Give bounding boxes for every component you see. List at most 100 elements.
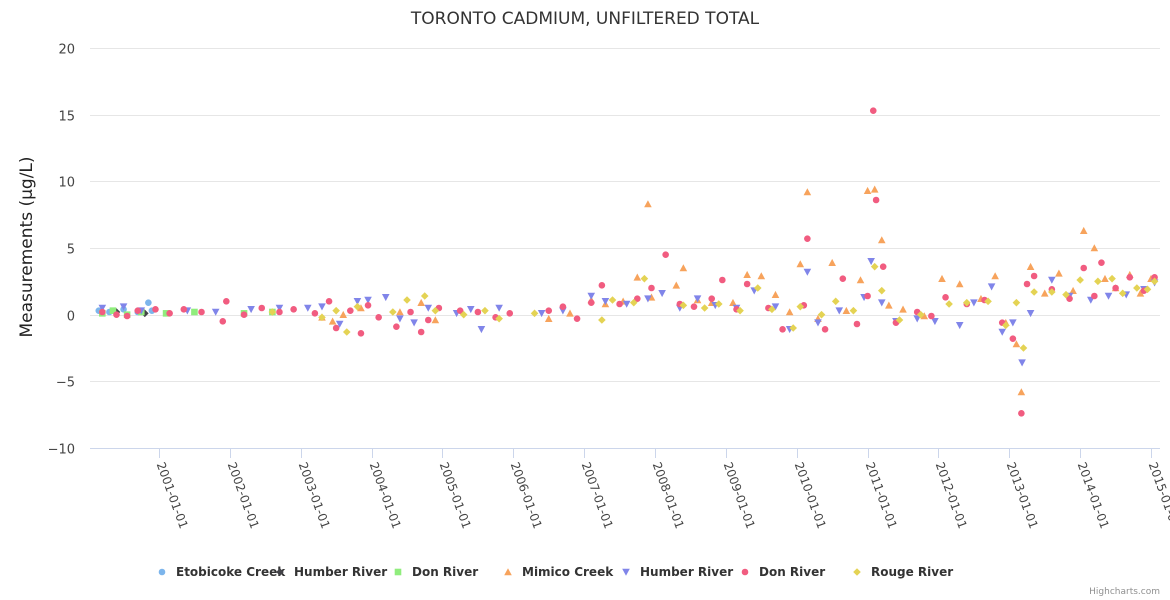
data-point[interactable] (1076, 276, 1084, 284)
data-point[interactable] (945, 300, 953, 308)
legend-item[interactable]: Mimico Creek (504, 565, 614, 579)
data-point[interactable] (1133, 284, 1141, 292)
data-point[interactable] (1118, 289, 1127, 298)
data-point[interactable] (768, 305, 776, 314)
data-point[interactable] (1012, 340, 1021, 348)
data-point[interactable] (318, 303, 326, 311)
data-point[interactable] (879, 263, 887, 270)
data-point[interactable] (817, 310, 826, 319)
data-point[interactable] (629, 298, 638, 307)
data-point[interactable] (714, 300, 723, 308)
data-point[interactable] (849, 306, 858, 315)
data-point[interactable] (335, 320, 344, 328)
data-point[interactable] (1018, 410, 1025, 417)
data-point[interactable] (690, 303, 698, 310)
data-point[interactable] (835, 307, 844, 315)
data-point[interactable] (736, 306, 744, 315)
data-point[interactable] (931, 318, 939, 326)
data-point[interactable] (864, 292, 871, 300)
data-point[interactable] (789, 324, 797, 332)
data-point[interactable] (867, 258, 875, 266)
data-point[interactable] (1069, 286, 1077, 294)
data-point[interactable] (877, 286, 886, 295)
legend-item[interactable]: Humber River (276, 565, 387, 579)
data-point[interactable] (559, 303, 567, 310)
data-point[interactable] (1062, 290, 1070, 299)
data-point[interactable] (332, 324, 340, 332)
data-point[interactable] (424, 304, 433, 312)
data-point[interactable] (743, 280, 751, 288)
data-point[interactable] (899, 305, 907, 313)
data-point[interactable] (1018, 359, 1026, 367)
data-point[interactable] (916, 310, 925, 319)
data-point[interactable] (743, 270, 751, 278)
legend-symbol-icon[interactable] (276, 568, 284, 576)
data-point[interactable] (325, 298, 333, 305)
data-point[interactable] (895, 316, 904, 324)
data-point[interactable] (134, 307, 142, 314)
data-point[interactable] (942, 294, 949, 301)
data-point[interactable] (828, 258, 836, 266)
data-point[interactable] (459, 310, 468, 319)
data-point[interactable] (530, 309, 539, 318)
data-point[interactable] (885, 301, 893, 309)
data-point[interactable] (753, 284, 762, 292)
data-point[interactable] (1026, 262, 1035, 270)
data-point[interactable] (693, 295, 702, 303)
data-point[interactable] (796, 302, 805, 311)
data-point[interactable] (431, 316, 440, 324)
data-point[interactable] (290, 306, 297, 313)
data-point[interactable] (1151, 274, 1158, 281)
data-point[interactable] (466, 306, 475, 314)
data-point[interactable] (247, 306, 255, 314)
data-point[interactable] (1098, 259, 1105, 266)
data-point[interactable] (839, 275, 847, 282)
data-point[interactable] (162, 310, 170, 317)
data-point[interactable] (679, 264, 688, 272)
data-point[interactable] (658, 290, 666, 298)
data-point[interactable] (506, 310, 514, 317)
data-point[interactable] (877, 236, 886, 244)
data-point[interactable] (98, 304, 107, 312)
data-point[interactable] (644, 200, 652, 208)
data-point[interactable] (113, 311, 120, 318)
data-point[interactable] (1091, 292, 1098, 300)
data-point[interactable] (616, 300, 623, 308)
data-point[interactable] (640, 274, 649, 283)
legend-symbol-icon[interactable] (622, 568, 630, 576)
data-point[interactable] (877, 299, 886, 307)
data-point[interactable] (955, 322, 964, 330)
data-point[interactable] (955, 280, 964, 288)
data-point[interactable] (1030, 288, 1038, 296)
data-point[interactable] (495, 314, 503, 323)
data-point[interactable] (1012, 298, 1021, 307)
data-point[interactable] (357, 330, 365, 337)
data-point[interactable] (796, 260, 805, 268)
legend-item[interactable]: Etobicoke Creek (158, 565, 287, 579)
data-point[interactable] (420, 292, 429, 300)
data-point[interactable] (991, 272, 999, 280)
data-point[interactable] (644, 295, 652, 303)
data-point[interactable] (1101, 274, 1109, 282)
data-point[interactable] (853, 320, 861, 328)
data-point[interactable] (573, 315, 581, 322)
data-point[interactable] (1112, 284, 1119, 292)
data-point[interactable] (870, 262, 879, 271)
data-point[interactable] (863, 186, 872, 194)
data-point[interactable] (1143, 285, 1152, 294)
data-point[interactable] (1009, 335, 1017, 342)
data-point[interactable] (648, 284, 655, 292)
data-point[interactable] (396, 308, 404, 316)
data-point[interactable] (364, 296, 372, 304)
data-point[interactable] (928, 312, 935, 320)
data-point[interactable] (1090, 244, 1099, 252)
data-point[interactable] (1019, 344, 1028, 352)
data-point[interactable] (544, 314, 553, 322)
data-point[interactable] (700, 304, 709, 312)
data-point[interactable] (785, 308, 794, 316)
data-point[interactable] (375, 314, 382, 321)
data-point[interactable] (1136, 289, 1145, 297)
data-point[interactable] (342, 328, 351, 336)
data-point[interactable] (123, 312, 131, 320)
data-point[interactable] (180, 306, 188, 313)
